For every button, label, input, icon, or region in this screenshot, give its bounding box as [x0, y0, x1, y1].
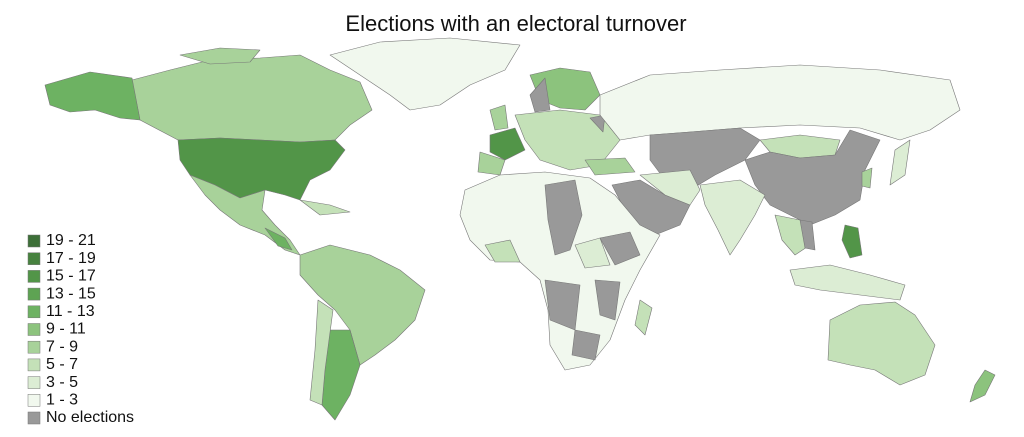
world-map: [44, 37, 996, 421]
legend-swatch: [27, 270, 41, 283]
country: [589, 114, 606, 133]
country: [571, 329, 601, 361]
country: [299, 244, 426, 366]
map-title: Elections with an electoral turnover: [345, 11, 686, 36]
legend-label: 1 - 3: [46, 392, 78, 409]
legend-swatch: [27, 411, 41, 425]
country: [584, 157, 636, 176]
country: [841, 224, 863, 259]
legend-swatch: [27, 305, 41, 319]
legend-swatch: [27, 287, 41, 301]
country: [329, 37, 521, 111]
legend-swatch: [27, 252, 41, 265]
country: [489, 104, 509, 131]
legend-label: 13 - 15: [46, 285, 96, 302]
legend-swatch: [27, 358, 41, 372]
country: [827, 301, 936, 386]
country: [789, 264, 906, 301]
legend-swatch: [27, 394, 41, 407]
country: [889, 139, 911, 186]
country: [529, 77, 551, 113]
country: [699, 179, 766, 256]
country: [969, 369, 996, 403]
country: [799, 219, 816, 251]
country: [179, 47, 261, 65]
legend-label: 9 - 11: [46, 321, 86, 338]
legend-label: 19 - 21: [46, 232, 96, 249]
legend-swatch: [27, 323, 41, 336]
legend-label: 3 - 5: [46, 374, 78, 391]
country: [594, 279, 621, 321]
country: [599, 64, 961, 141]
country: [634, 299, 653, 336]
country: [484, 239, 521, 263]
country: [299, 199, 351, 216]
country: [309, 299, 334, 406]
country: [44, 71, 141, 121]
legend-label: 7 - 9: [46, 338, 78, 355]
legend-swatch: [27, 340, 41, 354]
country: [574, 237, 611, 269]
country: [264, 227, 293, 251]
legend-label: 15 - 17: [46, 268, 96, 285]
legend-label: 5 - 7: [46, 356, 78, 373]
legend-swatch: [27, 234, 41, 248]
legend-label: 17 - 19: [46, 250, 96, 267]
country: [639, 169, 701, 206]
country: [131, 54, 373, 143]
country: [861, 167, 873, 189]
legend-label: No elections: [46, 409, 134, 426]
country: [599, 231, 641, 266]
legend-label: 11 - 13: [46, 303, 95, 320]
country: [544, 179, 583, 256]
legend-swatch: [27, 376, 41, 389]
country: [489, 127, 526, 161]
